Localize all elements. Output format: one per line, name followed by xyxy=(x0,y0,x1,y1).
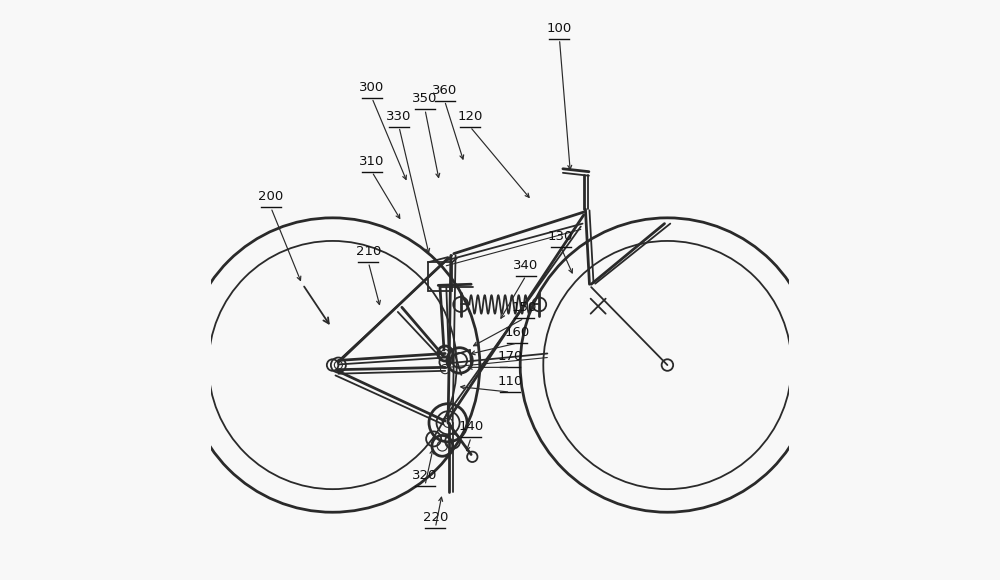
Bar xyxy=(428,262,452,291)
Text: 150: 150 xyxy=(512,301,537,314)
Text: 360: 360 xyxy=(432,84,457,97)
Text: 210: 210 xyxy=(356,245,381,258)
Text: 130: 130 xyxy=(548,230,573,242)
Text: 120: 120 xyxy=(457,110,483,122)
Text: 330: 330 xyxy=(386,110,412,122)
Text: 340: 340 xyxy=(513,259,539,271)
Text: 350: 350 xyxy=(412,92,438,106)
Text: 300: 300 xyxy=(359,81,384,94)
Text: 140: 140 xyxy=(459,420,484,433)
Text: 310: 310 xyxy=(359,155,385,168)
Text: 100: 100 xyxy=(547,22,572,35)
Text: 320: 320 xyxy=(412,469,438,481)
Text: 220: 220 xyxy=(423,511,448,524)
Text: 170: 170 xyxy=(498,350,523,363)
Text: 200: 200 xyxy=(258,190,283,204)
Text: 110: 110 xyxy=(498,375,523,388)
Text: 160: 160 xyxy=(505,326,530,339)
